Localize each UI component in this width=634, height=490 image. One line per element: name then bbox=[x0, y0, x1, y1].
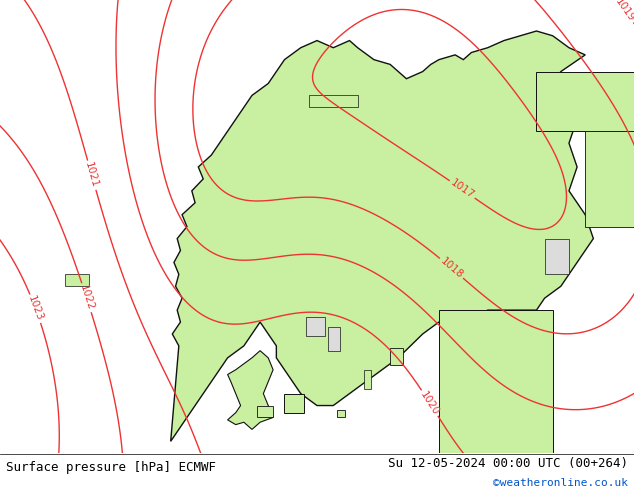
Text: 1018: 1018 bbox=[438, 256, 465, 281]
Polygon shape bbox=[364, 370, 371, 389]
Polygon shape bbox=[257, 406, 273, 417]
Polygon shape bbox=[171, 31, 593, 441]
Polygon shape bbox=[390, 348, 403, 365]
Polygon shape bbox=[228, 351, 273, 429]
Polygon shape bbox=[328, 327, 340, 351]
Text: 1017: 1017 bbox=[448, 178, 476, 201]
Polygon shape bbox=[337, 410, 345, 417]
Polygon shape bbox=[65, 274, 89, 286]
Text: 1022: 1022 bbox=[78, 284, 95, 312]
Polygon shape bbox=[306, 317, 325, 336]
Text: ©weatheronline.co.uk: ©weatheronline.co.uk bbox=[493, 478, 628, 489]
Text: Su 12-05-2024 00:00 UTC (00+264): Su 12-05-2024 00:00 UTC (00+264) bbox=[387, 457, 628, 470]
Polygon shape bbox=[309, 96, 358, 107]
Polygon shape bbox=[536, 72, 634, 131]
Text: 1021: 1021 bbox=[84, 161, 100, 189]
Polygon shape bbox=[585, 131, 634, 226]
Text: Surface pressure [hPa] ECMWF: Surface pressure [hPa] ECMWF bbox=[6, 462, 216, 474]
Text: 1020: 1020 bbox=[418, 389, 441, 417]
Polygon shape bbox=[285, 393, 304, 413]
Text: 1019: 1019 bbox=[613, 0, 634, 24]
Text: 1023: 1023 bbox=[26, 294, 45, 323]
Polygon shape bbox=[439, 310, 553, 453]
Polygon shape bbox=[545, 239, 569, 274]
